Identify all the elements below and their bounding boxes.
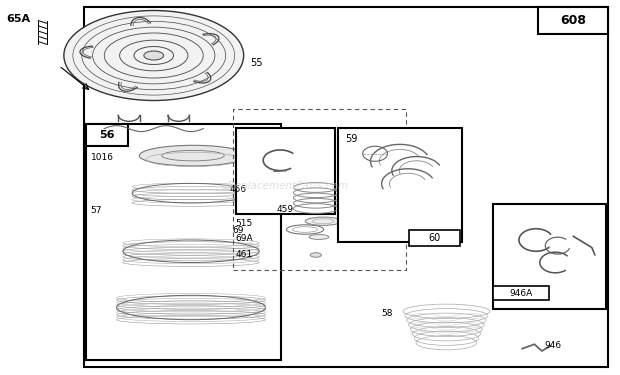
Bar (493, 286, 549, 300)
Bar (236, 128, 335, 214)
Text: 69: 69 (232, 226, 244, 235)
Bar (84, 7, 608, 367)
Bar (86, 124, 281, 360)
Text: 65A: 65A (6, 14, 30, 24)
Ellipse shape (144, 51, 164, 60)
Text: 946A: 946A (509, 289, 533, 298)
Bar (493, 204, 606, 309)
Ellipse shape (309, 235, 329, 240)
Text: 57: 57 (91, 206, 102, 214)
Bar (409, 230, 460, 246)
Bar (86, 124, 128, 146)
Bar (232, 109, 406, 270)
Text: 69A: 69A (236, 234, 253, 243)
Ellipse shape (140, 146, 247, 166)
Ellipse shape (305, 217, 341, 225)
Text: 58: 58 (381, 309, 393, 318)
Text: 459: 459 (277, 205, 294, 214)
Text: 456: 456 (229, 185, 247, 194)
Text: 60: 60 (428, 233, 441, 243)
Text: 461: 461 (236, 250, 253, 259)
Bar (338, 128, 462, 242)
Text: 515: 515 (236, 219, 253, 228)
Ellipse shape (64, 10, 244, 100)
Text: 56: 56 (99, 130, 115, 140)
Ellipse shape (310, 253, 321, 257)
Text: 1016: 1016 (91, 153, 113, 162)
Text: 55: 55 (250, 58, 262, 68)
Text: eReplacementParts.com: eReplacementParts.com (221, 181, 349, 190)
Bar (538, 7, 608, 34)
Text: 946: 946 (544, 341, 562, 350)
Text: 59: 59 (345, 134, 358, 144)
Text: 608: 608 (560, 14, 586, 27)
